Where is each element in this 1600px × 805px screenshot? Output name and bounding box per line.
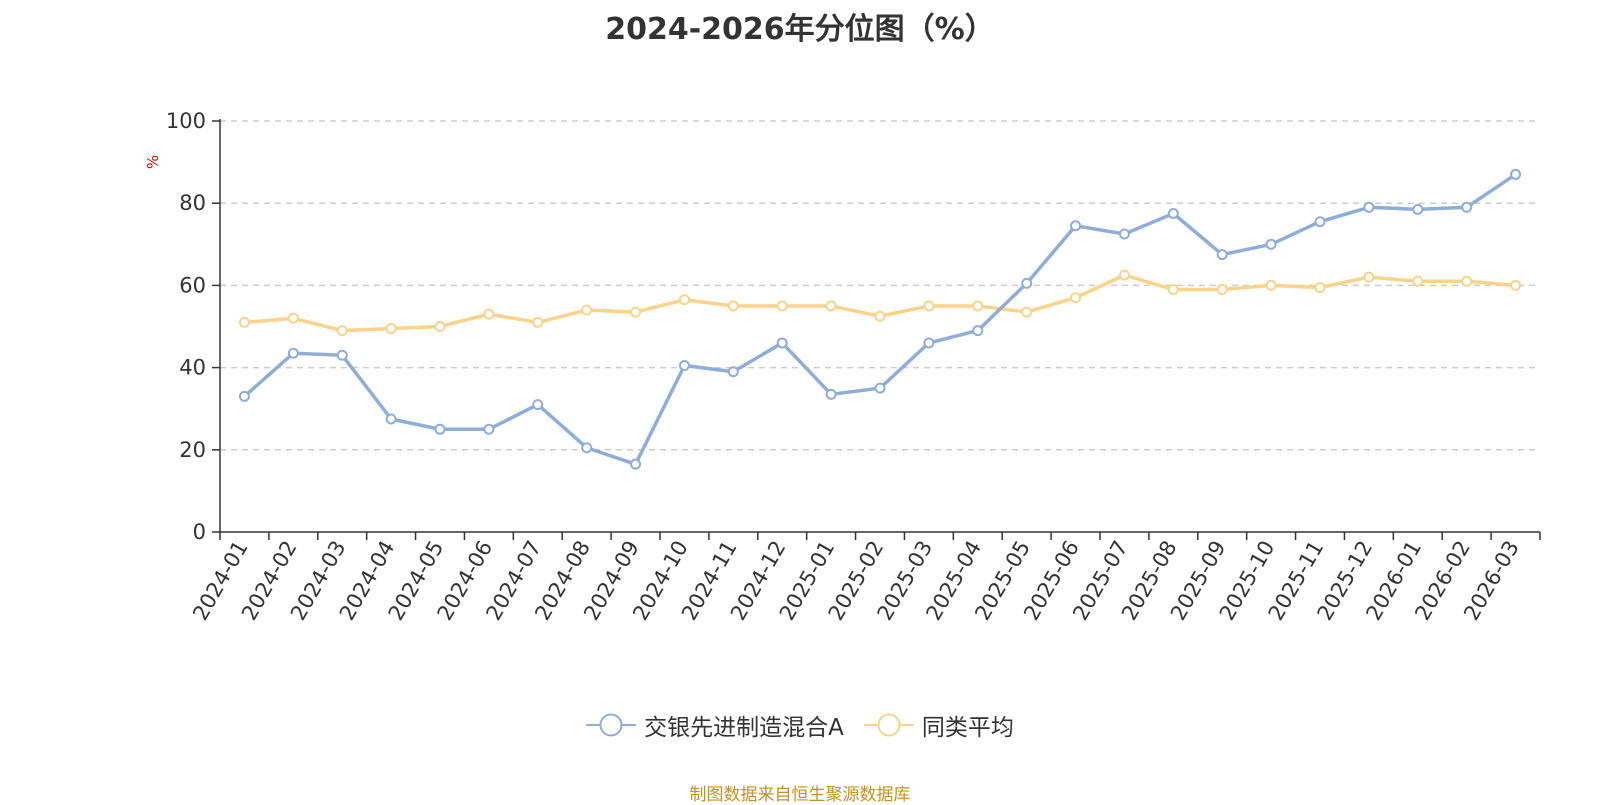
legend-marker-series-2 [863, 713, 914, 737]
series-1-point[interactable] [630, 458, 642, 470]
series-2-point[interactable] [1118, 269, 1130, 281]
series-2-point[interactable] [1167, 284, 1179, 296]
series-2-point[interactable] [238, 316, 250, 328]
series-1-point[interactable] [1216, 249, 1228, 261]
y-axis-unit-label: % [144, 155, 162, 169]
series-1-point[interactable] [825, 388, 837, 400]
series-line-2 [244, 273, 1516, 333]
series-2-point[interactable] [1461, 275, 1473, 287]
series-1-point[interactable] [1314, 216, 1326, 228]
y-axis-ticks: 0 20 40 60 80 100 [166, 109, 220, 544]
y-tick-label: 80 [179, 191, 206, 215]
series-1-point[interactable] [483, 423, 495, 435]
series-2-point[interactable] [727, 300, 739, 312]
legend-item-series-2[interactable]: 同类平均 [863, 708, 1014, 742]
x-axis-ticks: 2024-012024-022024-032024-042024-052024-… [188, 532, 1541, 624]
series-2-point[interactable] [336, 325, 348, 337]
series-1-point[interactable] [1363, 201, 1375, 213]
series-1-point[interactable] [776, 337, 788, 349]
series-2-point[interactable] [1412, 275, 1424, 287]
series-2-point[interactable] [1314, 281, 1326, 293]
series-2-point[interactable] [630, 306, 642, 318]
legend-circle-series-1 [599, 713, 623, 737]
chart-title: 2024-2026年分位图（%） [605, 12, 995, 47]
series-1-point[interactable] [1265, 238, 1277, 250]
series-2-point[interactable] [287, 312, 299, 324]
legend-marker-series-1 [586, 713, 637, 737]
series-2-point[interactable] [1510, 279, 1522, 291]
series-1-point[interactable] [1412, 203, 1424, 215]
series-1-point[interactable] [972, 325, 984, 337]
series-1-point[interactable] [1167, 207, 1179, 219]
series-2-point[interactable] [1021, 306, 1033, 318]
series-1-point[interactable] [727, 366, 739, 378]
series-1-point[interactable] [385, 413, 397, 425]
series-2-point[interactable] [1363, 271, 1375, 283]
source-note: 制图数据来自恒生聚源数据库 [689, 785, 911, 805]
series-2-point[interactable] [874, 310, 886, 322]
series-2-point[interactable] [678, 294, 690, 306]
series-1-point[interactable] [1118, 228, 1130, 240]
y-tick-label: 60 [179, 273, 206, 297]
series-1-point[interactable] [581, 442, 593, 454]
legend-circle-series-2 [877, 713, 901, 737]
series-1-point[interactable] [1510, 168, 1522, 180]
series-1-point[interactable] [1070, 220, 1082, 232]
legend-item-series-1[interactable]: 交银先进制造混合A [586, 708, 844, 742]
series-2-point[interactable] [581, 304, 593, 316]
series-1-point[interactable] [678, 360, 690, 372]
legend-label-series-1: 交银先进制造混合A [644, 715, 844, 741]
grid-lines [220, 120, 1540, 451]
series-1-point[interactable] [923, 337, 935, 349]
series-2-point[interactable] [483, 308, 495, 320]
series-2-point[interactable] [385, 323, 397, 335]
series-1-point[interactable] [287, 347, 299, 359]
series-2-point[interactable] [776, 300, 788, 312]
y-tick-label: 40 [179, 356, 206, 380]
series-2-point[interactable] [972, 300, 984, 312]
series-layer [238, 168, 1522, 470]
series-1-point[interactable] [434, 423, 446, 435]
series-2-point[interactable] [825, 300, 837, 312]
series-1-point[interactable] [336, 349, 348, 361]
series-2-point[interactable] [434, 321, 446, 332]
legend-label-series-2: 同类平均 [921, 715, 1014, 741]
series-1-point[interactable] [1461, 201, 1473, 213]
series-1-point[interactable] [874, 382, 886, 394]
axes [219, 119, 1540, 533]
series-2-point[interactable] [1216, 284, 1228, 296]
series-1-point[interactable] [532, 399, 544, 411]
y-tick-label: 0 [193, 520, 206, 544]
series-1-point[interactable] [1021, 277, 1033, 289]
legend: 交银先进制造混合A 同类平均 [0, 708, 1600, 742]
series-2-point[interactable] [1265, 279, 1277, 291]
series-1-point[interactable] [238, 390, 250, 402]
series-2-point[interactable] [923, 300, 935, 312]
y-tick-label: 100 [166, 109, 206, 133]
series-2-point[interactable] [1070, 292, 1082, 304]
series-2-point[interactable] [532, 316, 544, 328]
y-tick-label: 20 [179, 438, 206, 462]
